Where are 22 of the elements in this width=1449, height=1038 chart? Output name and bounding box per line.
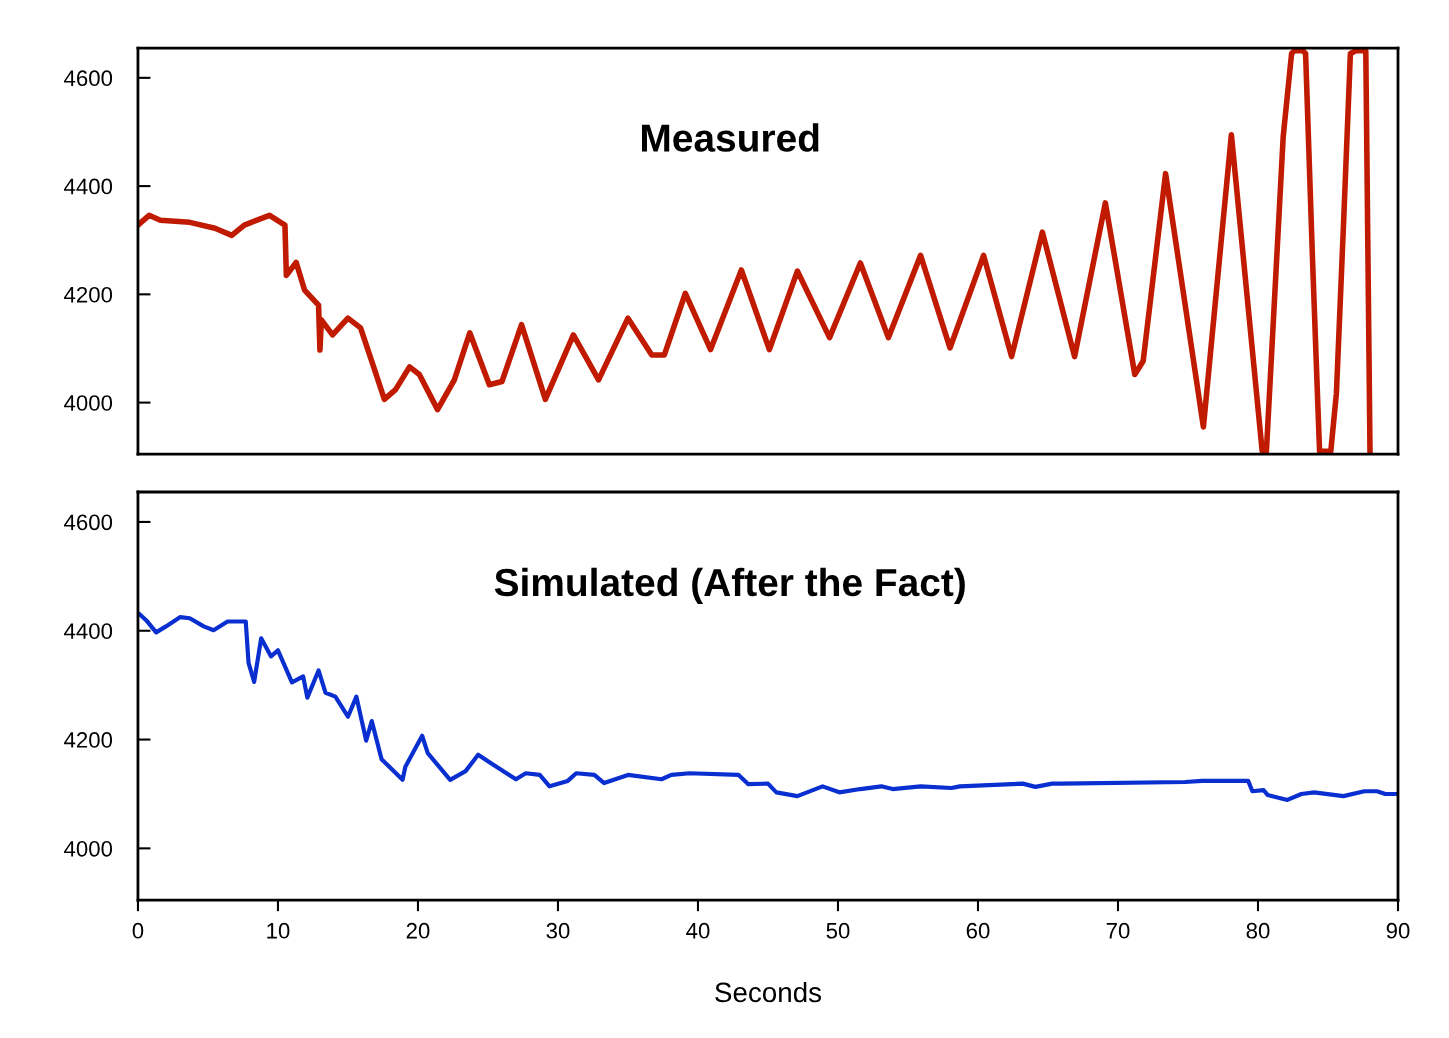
x-axis-title: Seconds [715, 981, 822, 1003]
x-tick-label: 80 [1246, 922, 1270, 939]
y-tick-label: 4000 [64, 395, 113, 411]
line-series [137, 612, 1398, 803]
x-tick-label: 40 [686, 922, 710, 939]
y-tick-label: 4400 [64, 623, 113, 640]
text: Simulated (After the Fact) [494, 567, 965, 604]
y-tick-label: 4600 [64, 514, 113, 531]
x-tick-label: 60 [966, 922, 990, 939]
y-tick-label: 4600 [64, 70, 113, 87]
x-tick-label: 20 [406, 922, 430, 939]
x-tick-label: 70 [1106, 922, 1130, 939]
x-tick-label: 50 [826, 922, 850, 939]
y-tick-label: 4200 [64, 732, 113, 748]
x-tick-label: 90 [1386, 922, 1410, 939]
x-tick-label: 30 [546, 922, 570, 939]
y-tick-label: 4200 [64, 286, 113, 303]
y-tick-label: 4000 [64, 840, 113, 857]
x-tick-label: 0 [132, 922, 144, 939]
x-tick-label: 10 [267, 922, 290, 939]
text: Measured [642, 123, 819, 152]
y-tick-label: 4400 [64, 178, 113, 195]
